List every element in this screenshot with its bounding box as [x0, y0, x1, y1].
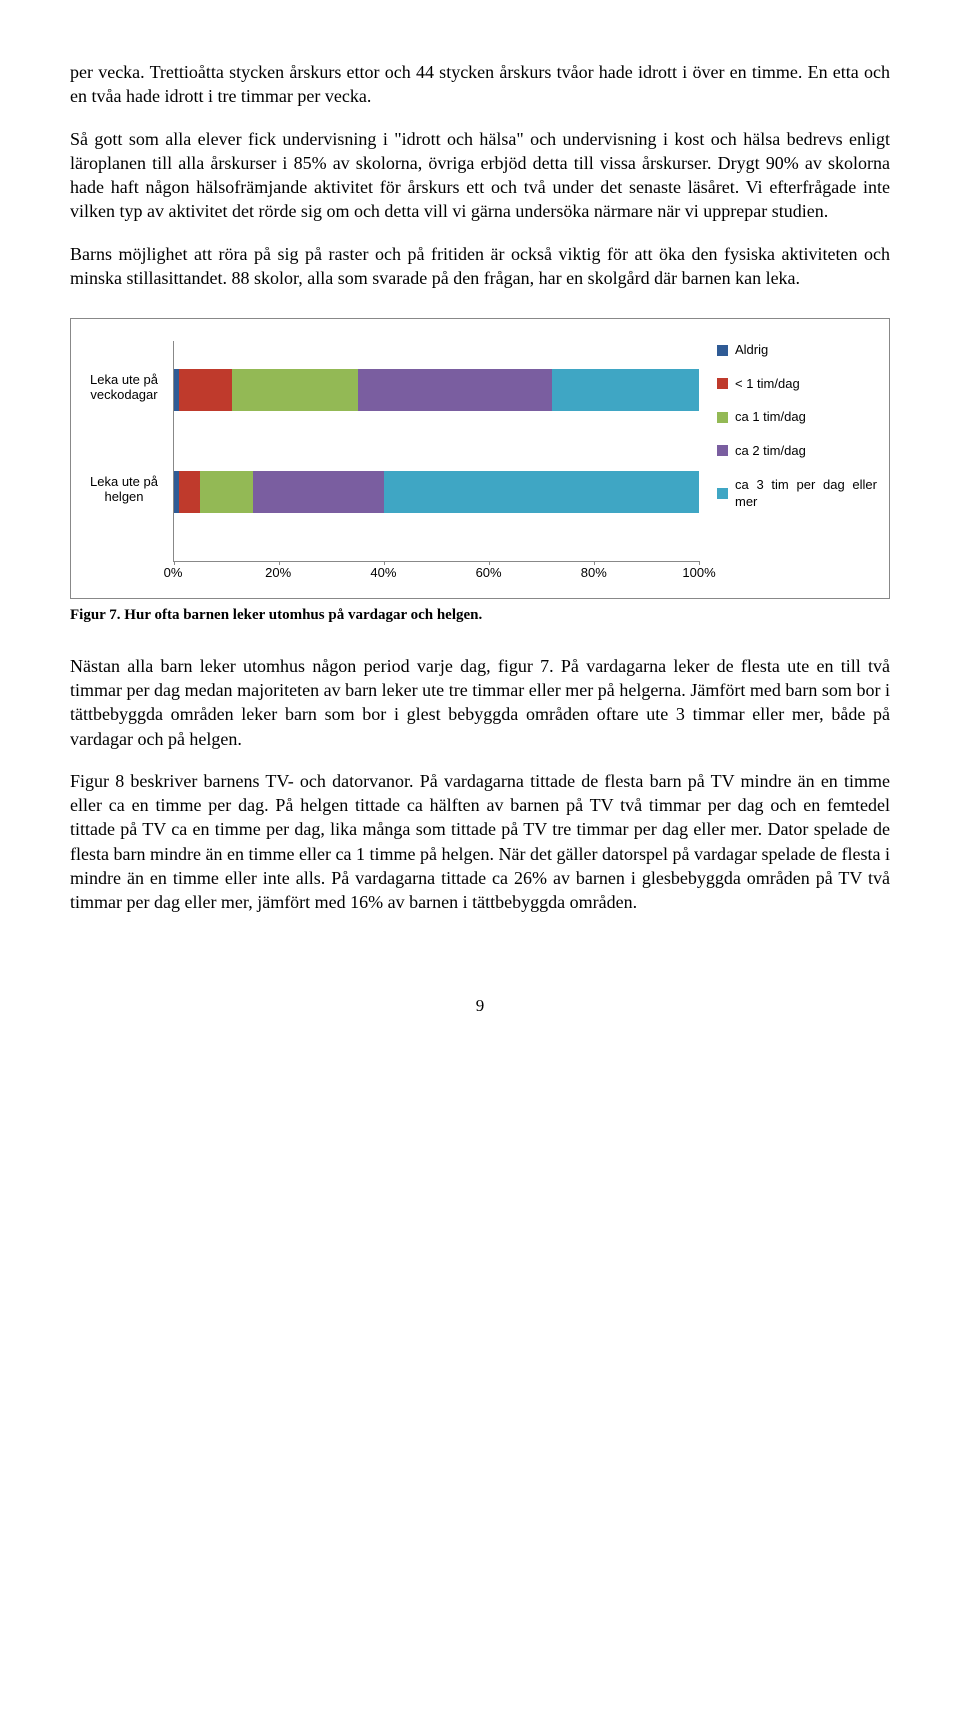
body-paragraph: Nästan alla barn leker utomhus någon per…: [70, 654, 890, 751]
chart-bar-segment: [552, 369, 699, 411]
chart-plot-area: Leka ute på veckodagar Leka ute på helgen…: [83, 341, 699, 582]
chart-legend-item: < 1 tim/dag: [717, 375, 877, 393]
chart-x-tick: 40%: [370, 564, 396, 582]
chart-legend-item: Aldrig: [717, 341, 877, 359]
legend-label: < 1 tim/dag: [735, 375, 800, 393]
chart-x-tick: 80%: [581, 564, 607, 582]
chart-bar-segment: [253, 471, 384, 513]
legend-label: ca 1 tim/dag: [735, 408, 806, 426]
chart-bar-segment: [179, 471, 200, 513]
chart-bar-segment: [200, 471, 253, 513]
chart-legend-item: ca 3 tim per dag eller mer: [717, 476, 877, 511]
chart-bar-row: [174, 471, 699, 513]
chart-y-label: Leka ute på veckodagar: [84, 373, 164, 403]
legend-swatch-icon: [717, 412, 728, 423]
body-paragraph: Så gott som alla elever fick undervisnin…: [70, 127, 890, 224]
chart-legend: Aldrig < 1 tim/dag ca 1 tim/dag ca 2 tim/da…: [699, 341, 877, 526]
chart-legend-item: ca 2 tim/dag: [717, 442, 877, 460]
chart-x-tick: 100%: [682, 564, 715, 582]
chart-x-tick: 60%: [476, 564, 502, 582]
figure-7-chart: Leka ute på veckodagar Leka ute på helgen…: [70, 318, 890, 599]
chart-bar-segment: [232, 369, 358, 411]
chart-bar-segment: [384, 471, 699, 513]
chart-x-axis: 0%20%40%60%80%100%: [173, 562, 699, 582]
chart-bar-segment: [358, 369, 552, 411]
chart-x-tick: 0%: [164, 564, 183, 582]
chart-bar-segment: [179, 369, 232, 411]
legend-swatch-icon: [717, 345, 728, 356]
legend-label: Aldrig: [735, 341, 768, 359]
body-paragraph: Barns möjlighet att röra på sig på raste…: [70, 242, 890, 291]
chart-bar-row: [174, 369, 699, 411]
legend-label: ca 3 tim per dag eller mer: [735, 476, 877, 511]
legend-swatch-icon: [717, 445, 728, 456]
body-paragraph: per vecka. Trettioåtta stycken årskurs e…: [70, 60, 890, 109]
legend-swatch-icon: [717, 378, 728, 389]
body-paragraph: Figur 8 beskriver barnens TV- och datorv…: [70, 769, 890, 915]
legend-swatch-icon: [717, 488, 728, 499]
figure-caption: Figur 7. Hur ofta barnen leker utomhus p…: [70, 605, 890, 625]
chart-y-label: Leka ute på helgen: [84, 475, 164, 505]
chart-x-tick: 20%: [265, 564, 291, 582]
page-number: 9: [70, 995, 890, 1018]
chart-legend-item: ca 1 tim/dag: [717, 408, 877, 426]
legend-label: ca 2 tim/dag: [735, 442, 806, 460]
